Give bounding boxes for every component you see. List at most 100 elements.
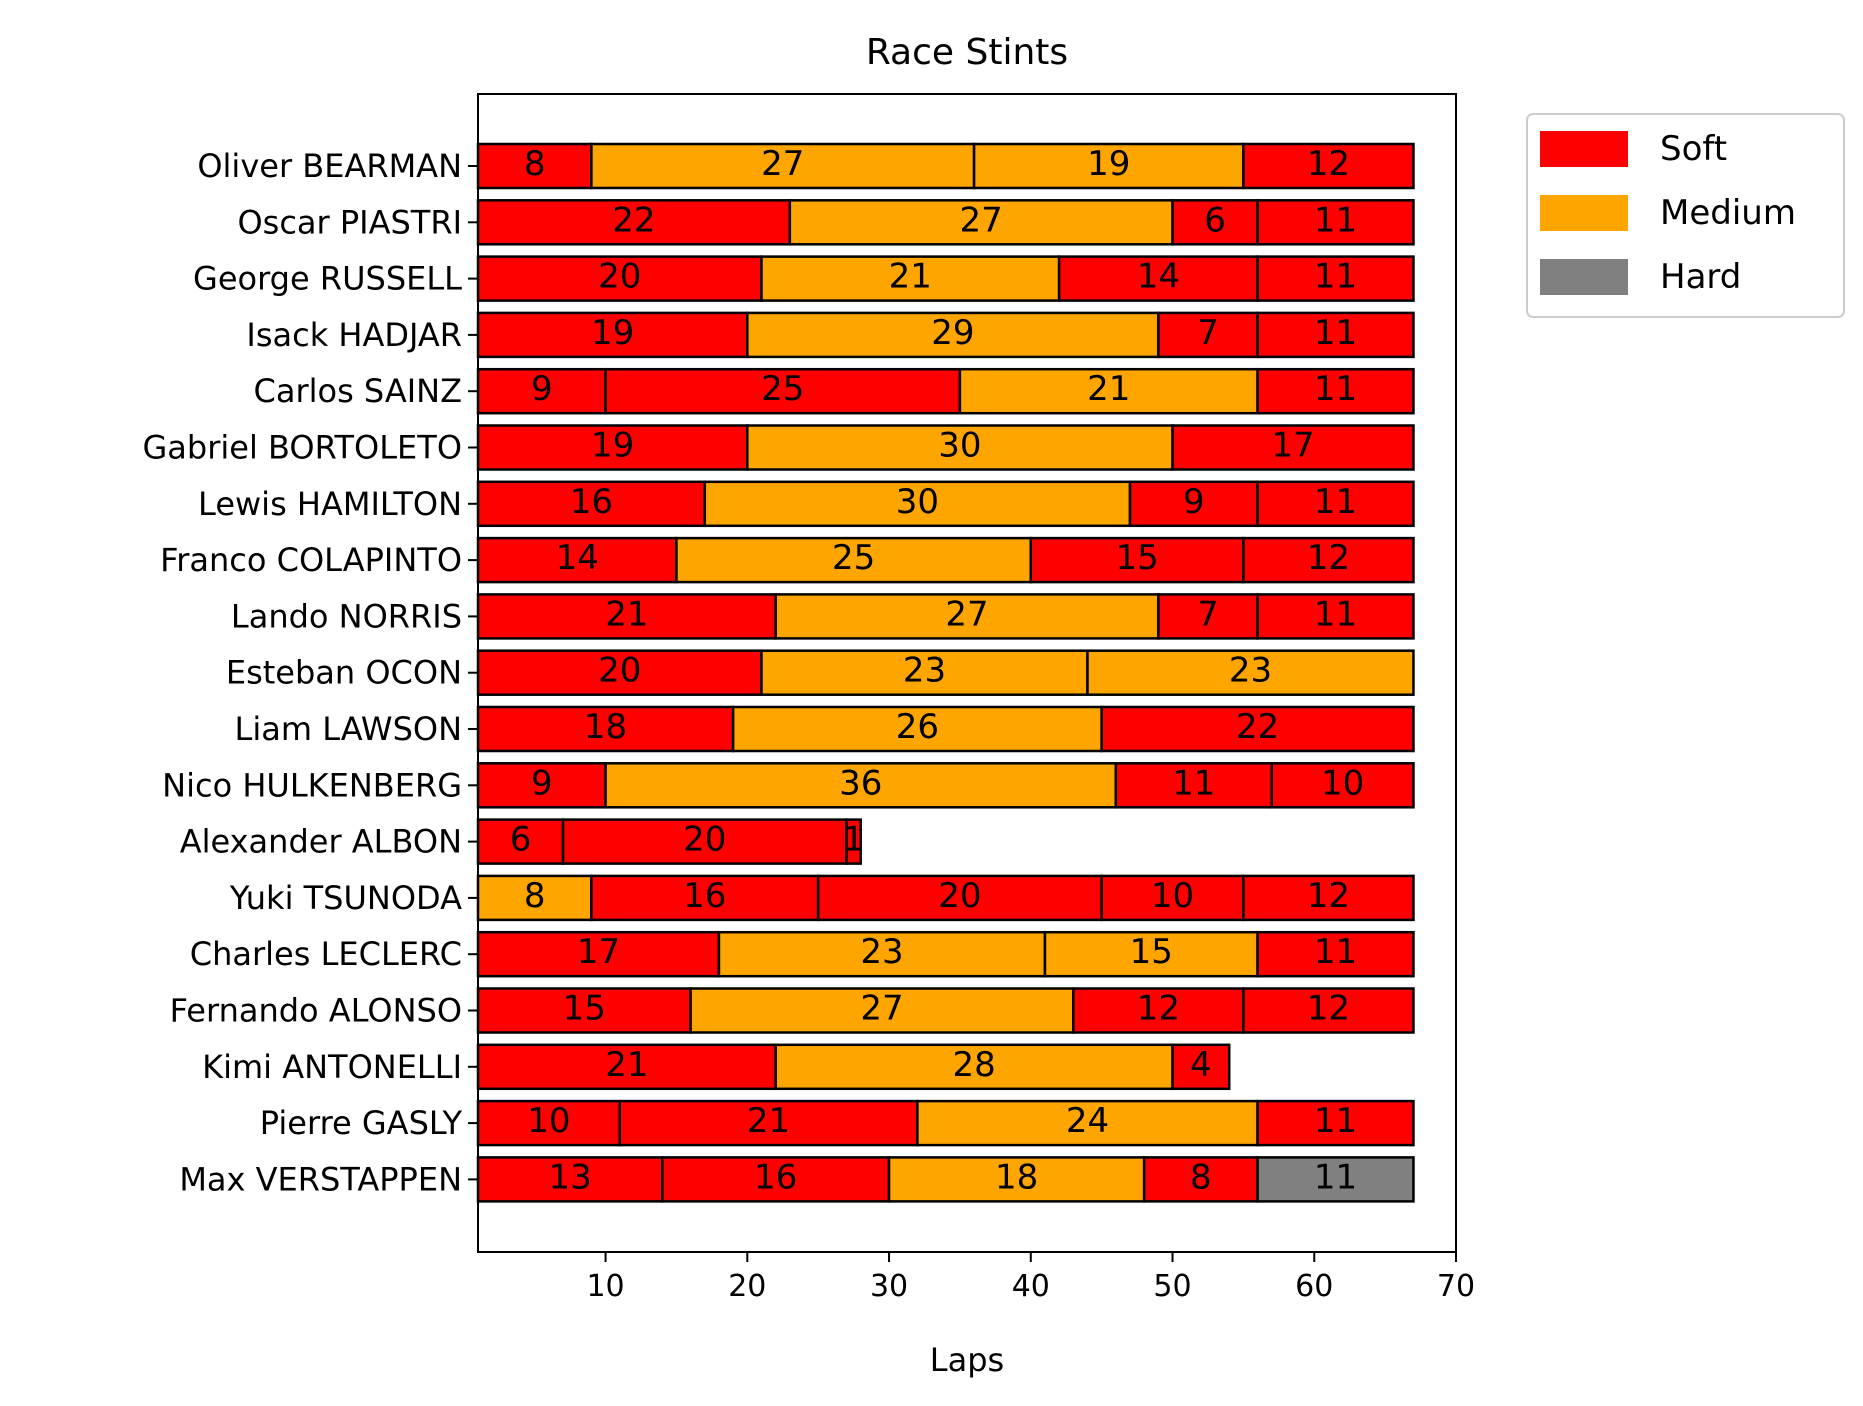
stint-label: 30 <box>896 482 939 522</box>
driver-label: Yuki TSUNODA <box>229 879 462 917</box>
stint-bar <box>561 818 848 865</box>
stint-bar <box>1086 649 1415 696</box>
driver-label: Carlos SAINZ <box>253 372 462 410</box>
stint-bar <box>746 424 1174 471</box>
x-tick-label: 40 <box>1012 1269 1050 1304</box>
stint-label: 22 <box>1236 707 1279 747</box>
stint-label: 12 <box>1307 144 1350 184</box>
stint-bar <box>476 762 607 809</box>
stint-bar <box>788 199 1174 246</box>
driver-label: Liam LAWSON <box>235 710 462 748</box>
stint-label: 21 <box>889 257 932 297</box>
legend-label: Medium <box>1660 193 1796 233</box>
legend-swatch <box>1540 195 1628 231</box>
stint-bar <box>1256 367 1415 415</box>
stint-bar <box>1043 930 1259 978</box>
driver-label: Lewis HAMILTON <box>198 485 462 523</box>
stint-bar <box>590 874 820 922</box>
stint-bar <box>1256 1156 1415 1203</box>
stint-label: 30 <box>938 426 981 466</box>
plot-frame <box>477 93 1457 1253</box>
stint-label: 8 <box>524 144 546 184</box>
stint-label: 12 <box>1307 989 1350 1029</box>
stint-label: 15 <box>1115 538 1158 578</box>
stint-label: 16 <box>754 1157 797 1197</box>
stint-label: 11 <box>1314 1101 1357 1141</box>
stint-label: 15 <box>563 989 606 1029</box>
stint-bar <box>1242 142 1415 190</box>
stint-bar <box>774 1043 1174 1091</box>
stint-bar <box>1256 199 1415 246</box>
legend-swatch <box>1540 131 1628 167</box>
stint-bar <box>1142 1156 1259 1203</box>
driver-label: Esteban OCON <box>226 654 462 692</box>
driver-label: Nico HULKENBERG <box>162 766 462 804</box>
driver-label: Gabriel BORTOLETO <box>142 429 462 467</box>
chart-title: Race Stints <box>866 32 1068 73</box>
stint-label: 4 <box>1190 1045 1212 1085</box>
stint-bar <box>703 480 1132 528</box>
stint-bar <box>760 255 1061 302</box>
stint-bar <box>476 1156 664 1203</box>
stint-bar <box>590 142 976 190</box>
stint-bar <box>731 705 1103 753</box>
stint-label: 7 <box>1197 313 1219 353</box>
stint-bar <box>675 536 1033 584</box>
x-tick-label: 70 <box>1437 1269 1475 1304</box>
stint-label: 20 <box>598 257 641 297</box>
stint-bar <box>1256 255 1415 302</box>
stint-label: 11 <box>1314 482 1357 522</box>
stint-label: 12 <box>1137 989 1180 1029</box>
legend-label: Hard <box>1660 257 1741 297</box>
stint-label: 25 <box>761 369 804 409</box>
driver-label: Max VERSTAPPEN <box>179 1160 462 1198</box>
stint-label: 36 <box>839 763 882 803</box>
stint-label: 20 <box>938 876 981 916</box>
stint-label: 22 <box>612 200 655 240</box>
stint-bar <box>717 930 1047 978</box>
stint-label: 9 <box>1183 482 1205 522</box>
stint-label: 24 <box>1066 1101 1109 1141</box>
stint-label: 16 <box>683 876 726 916</box>
stint-label: 26 <box>896 707 939 747</box>
stint-bar <box>1256 1099 1415 1147</box>
stint-label: 20 <box>683 820 726 860</box>
stint-label: 16 <box>570 482 613 522</box>
stint-bar <box>1242 874 1415 922</box>
stint-bar <box>476 818 565 865</box>
driver-label: George RUSSELL <box>193 260 462 298</box>
stint-label: 20 <box>598 651 641 691</box>
stint-bar <box>1242 987 1415 1034</box>
driver-label: Oliver BEARMAN <box>197 147 462 185</box>
stint-label: 19 <box>591 426 634 466</box>
stint-label: 21 <box>605 594 648 634</box>
stint-label: 14 <box>1137 257 1180 297</box>
stint-label: 10 <box>527 1101 570 1141</box>
driver-label: Lando NORRIS <box>231 597 462 635</box>
stint-bar <box>760 649 1089 696</box>
stint-bar <box>1256 593 1415 640</box>
stint-label: 13 <box>548 1157 591 1197</box>
stint-label: 28 <box>952 1045 995 1085</box>
stint-bar <box>916 1099 1259 1147</box>
driver-label: Alexander ALBON <box>180 823 462 861</box>
stint-label: 10 <box>1151 876 1194 916</box>
stint-label: 19 <box>591 313 634 353</box>
stint-label: 1 <box>843 820 865 860</box>
driver-label: Kimi ANTONELLI <box>202 1048 462 1086</box>
stint-label: 21 <box>605 1045 648 1085</box>
stint-bar <box>1072 987 1245 1034</box>
stint-bar <box>845 818 862 865</box>
stint-bar <box>476 874 593 922</box>
stint-label: 6 <box>1204 200 1226 240</box>
stint-label: 29 <box>931 313 974 353</box>
stint-label: 15 <box>1130 932 1173 972</box>
stint-bar <box>1171 199 1259 246</box>
stint-bar <box>661 1156 891 1203</box>
stint-bar <box>476 536 678 584</box>
stint-bar <box>476 199 792 246</box>
stint-bar <box>476 1099 621 1147</box>
x-tick-label: 60 <box>1295 1269 1333 1304</box>
